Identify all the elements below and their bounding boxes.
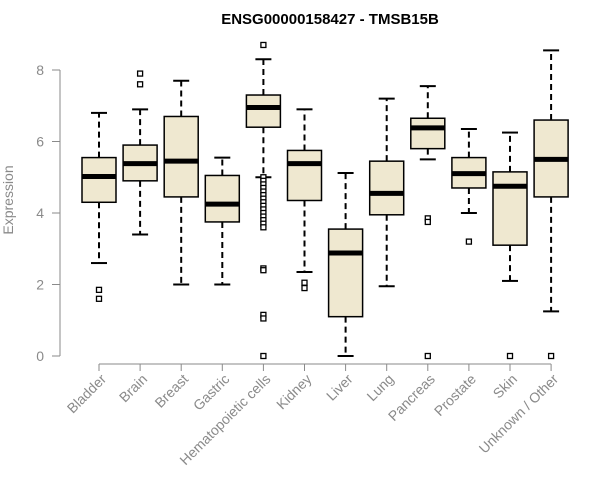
box-8 [368,97,405,288]
iqr-box [81,156,117,204]
outlier-point [95,286,103,294]
x-tick-label: Liver [323,371,356,404]
outlier-point [260,41,267,49]
iqr-box [163,115,199,198]
outlier-point [506,352,514,360]
chart-title: ENSG00000158427 - TMSB15B [221,11,439,28]
outlier-point [260,315,267,322]
box-2 [122,70,158,236]
y-tick-label: 4 [36,205,44,221]
x-tick-label: Bladder [64,371,110,417]
x-tick-label: Kidney [273,371,315,413]
outlier-point [260,352,267,360]
outlier-point [260,224,267,231]
outlier-point [301,279,308,286]
outlier-point [95,295,103,302]
outlier-point [547,352,555,360]
outlier-point [424,218,431,226]
box-12 [533,49,569,360]
iqr-box [204,174,241,223]
y-axis-label: Expression [0,165,16,234]
x-tick-label: Lung [363,371,396,404]
box-6 [286,108,323,292]
y-tick-label: 2 [36,277,44,293]
x-tick-label: Skin [490,371,521,402]
x-tick-label: Brain [116,371,150,405]
outlier-point [301,284,308,292]
box-1 [81,111,117,302]
iqr-box [492,171,528,246]
iqr-box [410,117,446,150]
y-tick-label: 8 [36,62,44,78]
outlier-point [260,267,267,274]
box-3 [163,79,199,286]
iqr-box [245,94,282,128]
x-tick-label: Prostate [431,371,479,419]
outlier-point [424,352,431,360]
iqr-box [368,160,405,216]
box-4 [204,156,241,286]
box-9 [410,85,446,360]
outlier-point [136,81,144,88]
box-11 [492,131,528,360]
y-axis: 0 2 4 6 8 [36,62,61,364]
box-10 [451,127,487,245]
y-tick-label: 0 [36,348,44,364]
boxes-group [81,41,569,360]
box-7 [327,171,364,357]
box-5 [245,41,282,360]
outlier-point [465,238,473,245]
iqr-box [327,228,364,318]
iqr-box [286,149,323,202]
outlier-point [136,70,144,77]
x-tick-label: Breast [151,371,191,411]
y-tick-label: 6 [36,134,44,150]
